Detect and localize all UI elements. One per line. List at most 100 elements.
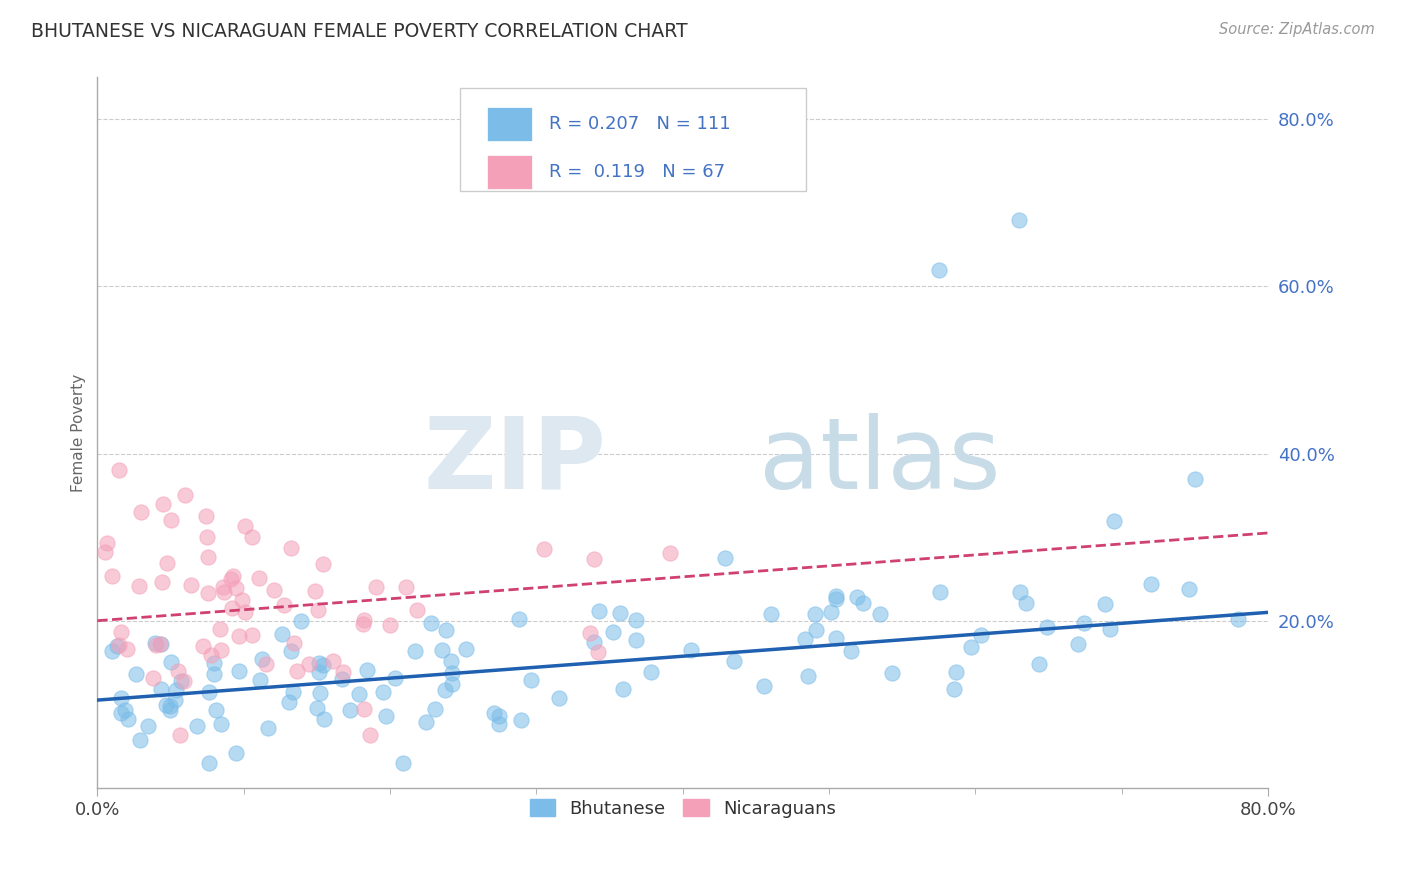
Point: [356, 663, 378, 677]
Point: [212, 585, 235, 599]
Point: [759, 607, 782, 622]
Point: [222, 568, 245, 582]
Point: [128, 733, 150, 747]
Point: [1067, 637, 1090, 651]
Legend: Bhutanese, Nicaraguans: Bhutanese, Nicaraguans: [522, 792, 844, 825]
Point: [508, 612, 530, 626]
Point: [714, 550, 737, 565]
Point: [108, 463, 131, 477]
Point: [433, 682, 456, 697]
Text: Source: ZipAtlas.com: Source: ZipAtlas.com: [1219, 22, 1375, 37]
Point: [191, 640, 214, 654]
Point: [149, 681, 172, 696]
Point: [404, 644, 426, 658]
Point: [312, 712, 335, 726]
FancyBboxPatch shape: [460, 88, 806, 191]
Point: [145, 638, 167, 652]
Point: [200, 648, 222, 663]
Point: [143, 636, 166, 650]
Point: [211, 580, 233, 594]
Y-axis label: Female Poverty: Female Poverty: [72, 374, 86, 491]
Point: [254, 657, 277, 671]
Point: [117, 713, 139, 727]
Point: [169, 727, 191, 741]
Point: [1184, 472, 1206, 486]
Point: [624, 632, 647, 647]
Point: [582, 552, 605, 566]
Point: [640, 665, 662, 679]
Point: [1073, 615, 1095, 630]
Point: [205, 703, 228, 717]
Point: [425, 702, 447, 716]
Point: [307, 701, 329, 715]
Point: [163, 693, 186, 707]
Point: [195, 509, 218, 524]
Point: [195, 530, 218, 544]
Point: [1094, 598, 1116, 612]
Point: [793, 632, 815, 646]
Point: [312, 557, 335, 571]
Point: [197, 586, 219, 600]
Point: [440, 654, 463, 668]
Point: [658, 546, 681, 560]
Point: [454, 642, 477, 657]
Point: [197, 549, 219, 564]
Point: [332, 665, 354, 679]
Point: [406, 603, 429, 617]
Point: [115, 642, 138, 657]
Point: [1008, 584, 1031, 599]
Point: [434, 624, 457, 638]
Point: [415, 714, 437, 729]
Point: [105, 639, 128, 653]
Point: [330, 672, 353, 686]
Point: [150, 574, 173, 589]
Point: [602, 625, 624, 640]
Point: [375, 708, 398, 723]
Point: [839, 644, 862, 658]
Point: [1008, 212, 1031, 227]
Point: [170, 673, 193, 688]
Point: [101, 644, 124, 658]
Point: [273, 598, 295, 612]
Point: [209, 643, 232, 657]
Point: [322, 654, 344, 668]
Point: [252, 651, 274, 665]
Point: [202, 656, 225, 670]
Point: [173, 673, 195, 688]
Point: [225, 581, 247, 595]
Point: [114, 703, 136, 717]
Point: [110, 624, 132, 639]
Point: [970, 628, 993, 642]
Point: [240, 628, 263, 642]
Point: [588, 604, 610, 618]
Point: [93, 545, 115, 559]
Point: [209, 717, 232, 731]
Point: [852, 596, 875, 610]
Point: [945, 665, 967, 679]
Point: [149, 637, 172, 651]
Point: [371, 685, 394, 699]
Point: [1227, 612, 1250, 626]
Point: [283, 636, 305, 650]
Point: [231, 592, 253, 607]
Point: [235, 518, 257, 533]
Point: [156, 556, 179, 570]
Point: [198, 756, 221, 770]
Point: [186, 719, 208, 733]
Point: [165, 683, 187, 698]
Point: [129, 505, 152, 519]
Point: [159, 702, 181, 716]
Point: [96, 536, 118, 550]
Point: [1140, 577, 1163, 591]
Point: [392, 756, 415, 770]
Point: [441, 677, 464, 691]
Point: [384, 671, 406, 685]
Point: [307, 603, 329, 617]
Point: [1104, 514, 1126, 528]
Point: [488, 708, 510, 723]
Text: atlas: atlas: [759, 413, 1001, 509]
Point: [353, 613, 375, 627]
Point: [353, 702, 375, 716]
Point: [110, 691, 132, 706]
Point: [142, 671, 165, 685]
